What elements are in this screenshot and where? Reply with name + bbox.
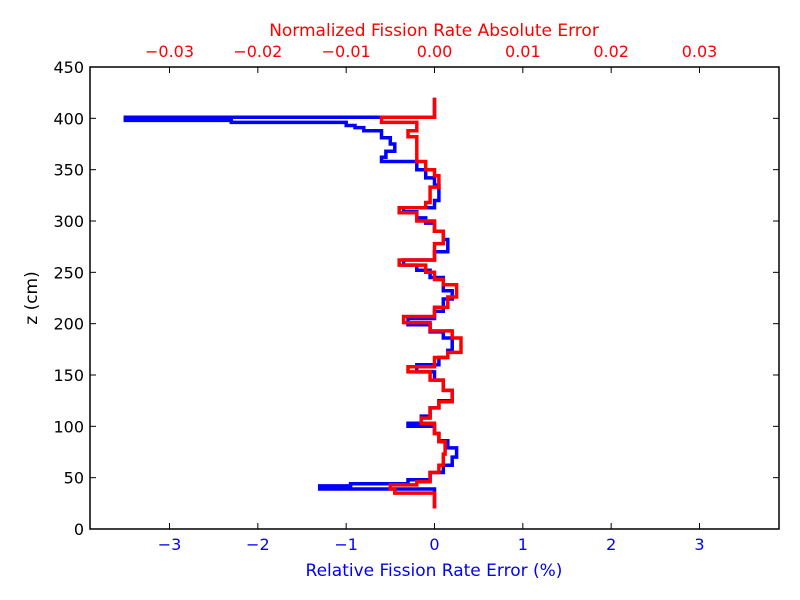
x-top-tick-label: 0.03 [682, 42, 718, 61]
y-tick-label: 250 [53, 263, 84, 282]
y-tick-label: 200 [53, 315, 84, 334]
series-layer [123, 97, 463, 509]
x-top-tick-label: −0.02 [233, 42, 282, 61]
top-axis-title: Normalized Fission Rate Absolute Error [269, 21, 599, 41]
y-axis-title: z (cm) [22, 271, 42, 325]
x-bottom-tick-label: −2 [246, 535, 270, 554]
y-tick-label: 400 [53, 109, 84, 128]
y-tick-label: 300 [53, 212, 84, 231]
x-top-tick-label: 0.01 [505, 42, 541, 61]
absolute-error-line [379, 97, 463, 509]
y-tick-label: 450 [53, 58, 84, 77]
x-top-tick-label: −0.01 [322, 42, 371, 61]
x-top-tick-label: 0.00 [417, 42, 453, 61]
x-bottom-tick-label: 2 [606, 535, 616, 554]
y-tick-label: 50 [64, 469, 84, 488]
x-top-tick-label: −0.03 [145, 42, 194, 61]
y-tick-label: 350 [53, 161, 84, 180]
y-tick-label: 0 [74, 520, 84, 539]
plot-frame [89, 66, 780, 530]
x-bottom-tick-label: 1 [518, 535, 528, 554]
y-tick-label: 150 [53, 366, 84, 385]
x-bottom-tick-label: 0 [429, 535, 439, 554]
relative-error-line [123, 97, 459, 509]
y-tick-label: 100 [53, 417, 84, 436]
bottom-axis-title: Relative Fission Rate Error (%) [306, 561, 563, 581]
x-bottom-tick-label: 3 [694, 535, 704, 554]
x-top-tick-label: 0.02 [593, 42, 629, 61]
x-bottom-tick-label: −3 [158, 535, 182, 554]
x-bottom-tick-label: −1 [334, 535, 358, 554]
ticks-layer: 0 50 100 150 200 250 300 350 400 450 −3 −2 −1 0 1 2 3 −0.… [53, 42, 779, 554]
